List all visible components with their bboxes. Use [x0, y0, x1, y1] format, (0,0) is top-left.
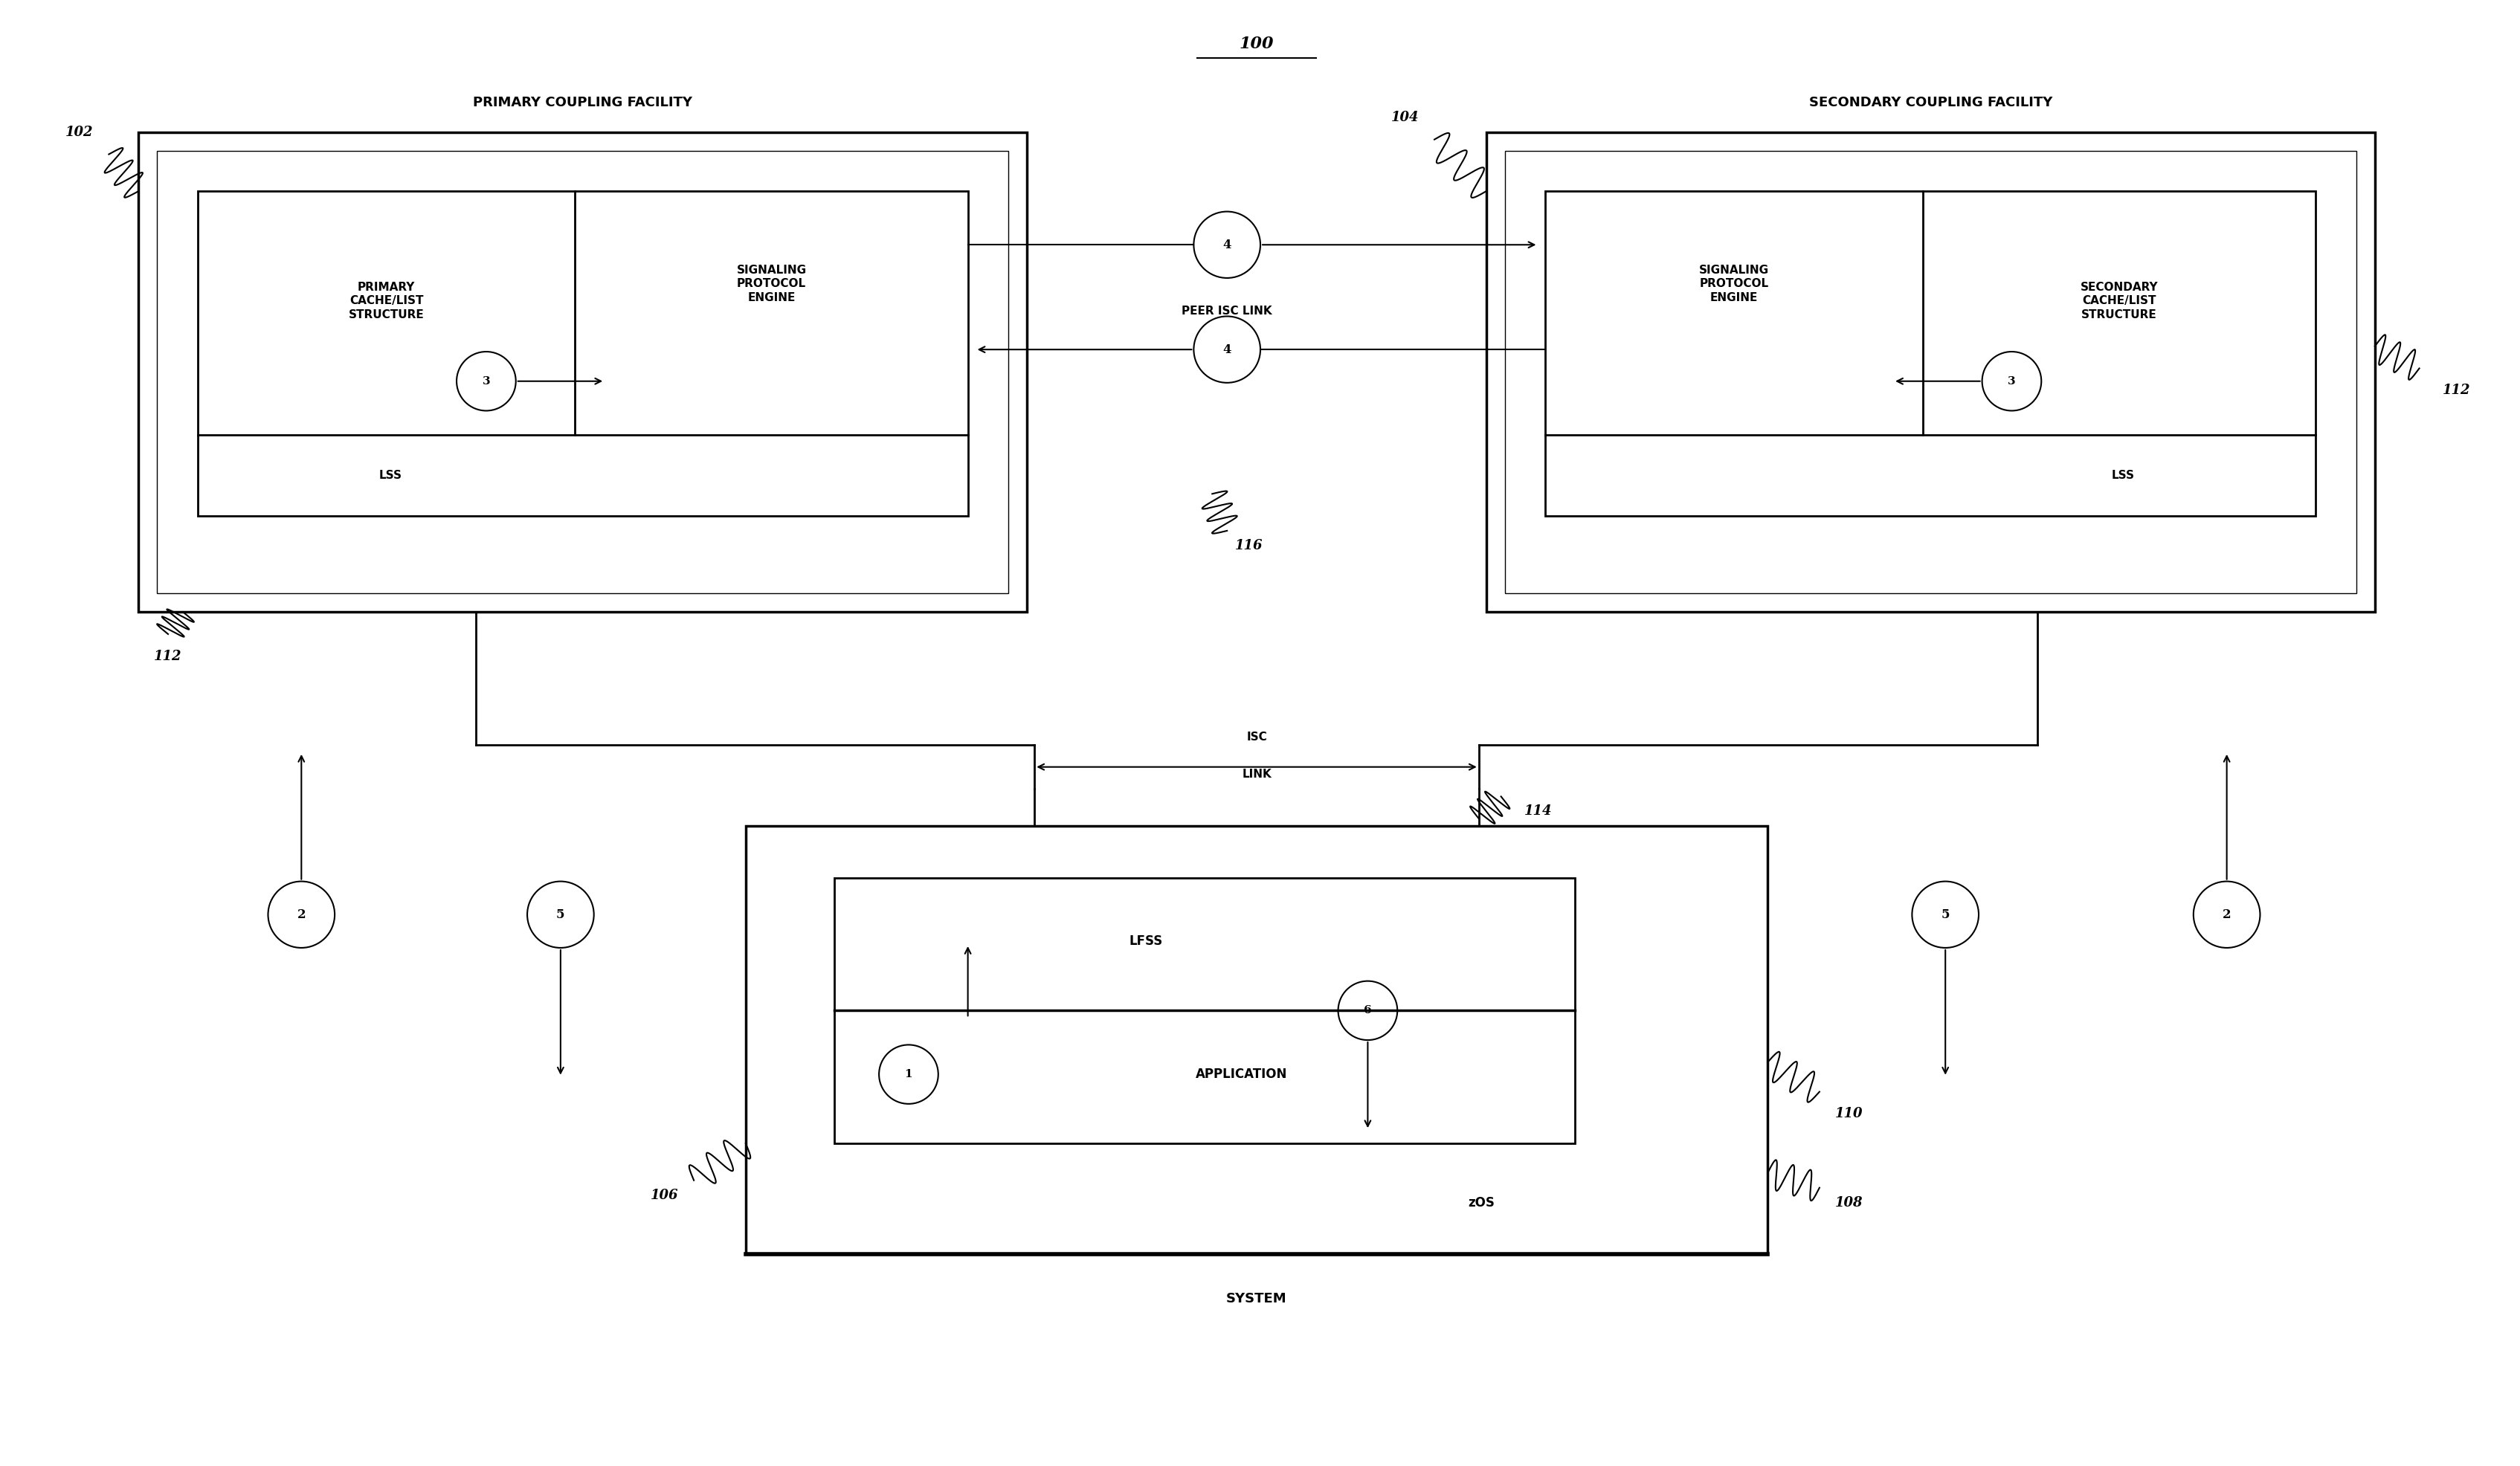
- Text: 108: 108: [1835, 1196, 1862, 1209]
- Text: 112: 112: [2442, 384, 2470, 397]
- Text: SECONDARY COUPLING FACILITY: SECONDARY COUPLING FACILITY: [1809, 95, 2051, 110]
- Text: SIGNALING
PROTOCOL
ENGINE: SIGNALING PROTOCOL ENGINE: [1698, 264, 1769, 303]
- Text: ISC: ISC: [1247, 732, 1268, 743]
- Text: 5: 5: [1940, 909, 1950, 921]
- Text: 114: 114: [1525, 805, 1552, 818]
- Text: 100: 100: [1240, 35, 1275, 51]
- Bar: [139, 132, 1028, 611]
- Text: 2: 2: [297, 909, 305, 921]
- Text: PEER ISC LINK: PEER ISC LINK: [1182, 305, 1273, 317]
- Text: 1: 1: [905, 1069, 912, 1079]
- Text: 116: 116: [1235, 539, 1263, 553]
- Text: LFSS: LFSS: [1129, 935, 1162, 949]
- Text: 110: 110: [1835, 1107, 1862, 1120]
- Text: LSS: LSS: [378, 469, 401, 481]
- Bar: [1487, 132, 2374, 611]
- Text: LSS: LSS: [2112, 469, 2134, 481]
- Bar: [156, 151, 1008, 594]
- Text: zOS: zOS: [1469, 1196, 1494, 1209]
- Bar: [1504, 151, 2356, 594]
- Text: 6: 6: [1363, 1006, 1371, 1016]
- Bar: [834, 878, 1575, 1143]
- Text: PRIMARY
CACHE/LIST
STRUCTURE: PRIMARY CACHE/LIST STRUCTURE: [348, 281, 423, 320]
- Text: 5: 5: [557, 909, 564, 921]
- Text: 102: 102: [66, 126, 93, 139]
- Text: 106: 106: [650, 1189, 678, 1202]
- Bar: [197, 191, 968, 516]
- Text: 2: 2: [2223, 909, 2230, 921]
- Text: 4: 4: [1222, 343, 1232, 356]
- Text: SIGNALING
PROTOCOL
ENGINE: SIGNALING PROTOCOL ENGINE: [736, 264, 806, 303]
- Bar: [1545, 191, 2316, 516]
- Text: LINK: LINK: [1242, 768, 1273, 780]
- Bar: [746, 825, 1767, 1253]
- Text: APPLICATION: APPLICATION: [1197, 1067, 1288, 1080]
- Text: 3: 3: [2008, 375, 2016, 387]
- Text: 4: 4: [1222, 239, 1232, 251]
- Text: 3: 3: [481, 375, 491, 387]
- Text: SYSTEM: SYSTEM: [1227, 1292, 1288, 1305]
- Text: SECONDARY
CACHE/LIST
STRUCTURE: SECONDARY CACHE/LIST STRUCTURE: [2082, 281, 2157, 320]
- Text: 112: 112: [154, 649, 181, 663]
- Text: 104: 104: [1391, 110, 1419, 125]
- Text: PRIMARY COUPLING FACILITY: PRIMARY COUPLING FACILITY: [474, 95, 693, 110]
